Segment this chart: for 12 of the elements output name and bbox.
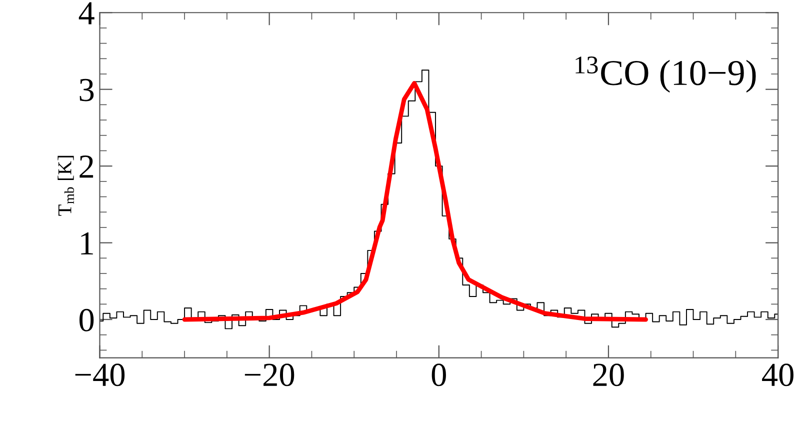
- y-tick-label: 4: [78, 2, 94, 24]
- x-tick-label: 40: [762, 364, 794, 386]
- y-tick-label: 2: [80, 156, 94, 178]
- annotation: $^{13}$CO (10−9): [576, 56, 756, 93]
- x-tick-label: −20: [244, 364, 294, 386]
- y-tick-label: 1: [81, 232, 93, 254]
- y-axis-title: T$_{mb}$ [K]: [58, 156, 74, 216]
- x-tick-label: −40: [75, 364, 125, 386]
- y-tick-label: 3: [80, 78, 94, 102]
- x-tick-label: 20: [593, 364, 624, 386]
- x-tick-label: 0: [432, 364, 446, 386]
- y-tick-label: 0: [79, 308, 94, 332]
